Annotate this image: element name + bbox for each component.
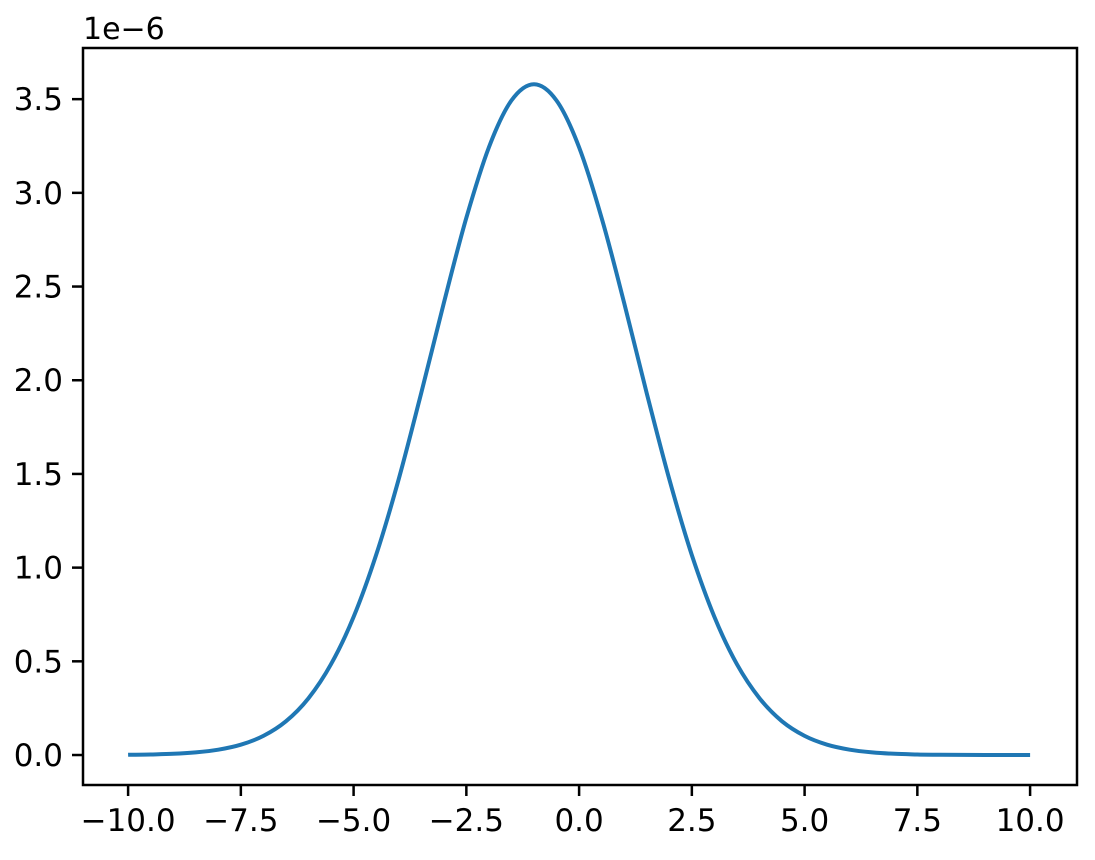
y-tick-label: 1.5 xyxy=(14,457,63,493)
y-tick-label: 2.0 xyxy=(14,363,63,399)
x-tick-label: 7.5 xyxy=(893,803,942,839)
y-axis-ticks xyxy=(72,97,83,757)
y-tick-label: 0.0 xyxy=(14,738,63,774)
y-tick-label: 3.5 xyxy=(14,82,63,118)
x-tick-label: −10.0 xyxy=(81,803,176,839)
x-tick-label: −7.5 xyxy=(203,803,278,839)
x-tick-label: 2.5 xyxy=(667,803,716,839)
y-axis-tick-labels: 0.0 0.5 1.0 1.5 2.0 2.5 3.0 3.5 xyxy=(14,82,63,774)
y-tick-label: 3.0 xyxy=(14,176,63,212)
x-tick-label: 5.0 xyxy=(780,803,829,839)
x-axis-ticks xyxy=(126,785,1032,796)
curve-layer xyxy=(128,82,1031,757)
x-tick-label: −5.0 xyxy=(316,803,391,839)
data-line-bell-curve xyxy=(128,82,1031,757)
x-tick-label: 10.0 xyxy=(996,803,1065,839)
y-tick-label: 1.0 xyxy=(14,551,63,587)
x-axis-tick-labels: −10.0 −7.5 −5.0 −2.5 0.0 2.5 5.0 7.5 10.0 xyxy=(81,803,1065,839)
y-axis-offset-text: 1e−6 xyxy=(83,12,165,47)
y-tick-label: 0.5 xyxy=(14,644,63,680)
x-tick-label: −2.5 xyxy=(429,803,504,839)
y-tick-label: 2.5 xyxy=(14,270,63,306)
axes-spines xyxy=(81,46,1079,787)
x-tick-label: 0.0 xyxy=(554,803,603,839)
